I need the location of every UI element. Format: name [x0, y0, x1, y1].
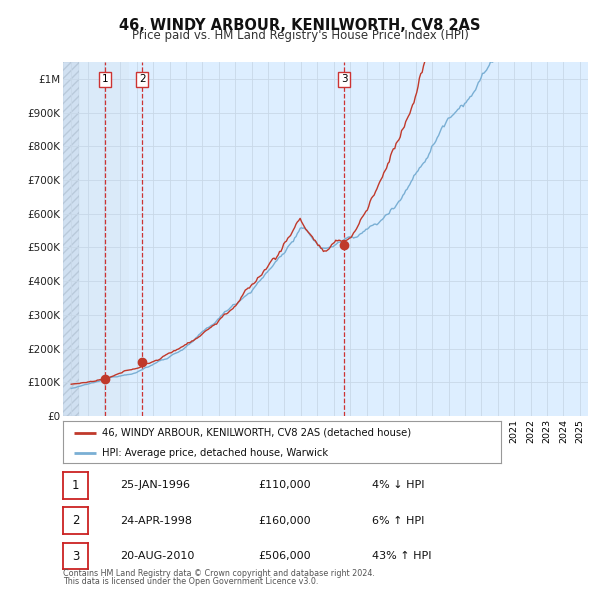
Bar — [79, 62, 128, 416]
Text: 1: 1 — [72, 478, 79, 492]
Text: HPI: Average price, detached house, Warwick: HPI: Average price, detached house, Warw… — [103, 448, 329, 457]
Text: 1: 1 — [102, 74, 109, 84]
Text: 24-APR-1998: 24-APR-1998 — [120, 516, 192, 526]
Text: 43% ↑ HPI: 43% ↑ HPI — [372, 551, 431, 561]
Text: 6% ↑ HPI: 6% ↑ HPI — [372, 516, 424, 526]
Text: 20-AUG-2010: 20-AUG-2010 — [120, 551, 194, 561]
Text: Price paid vs. HM Land Registry's House Price Index (HPI): Price paid vs. HM Land Registry's House … — [131, 30, 469, 42]
Text: 2: 2 — [72, 514, 79, 527]
Text: £160,000: £160,000 — [258, 516, 311, 526]
Text: 2: 2 — [139, 74, 145, 84]
Text: 46, WINDY ARBOUR, KENILWORTH, CV8 2AS (detached house): 46, WINDY ARBOUR, KENILWORTH, CV8 2AS (d… — [103, 428, 412, 438]
Bar — [63, 62, 79, 416]
Text: £506,000: £506,000 — [258, 551, 311, 561]
Text: This data is licensed under the Open Government Licence v3.0.: This data is licensed under the Open Gov… — [63, 577, 319, 586]
Text: 3: 3 — [341, 74, 347, 84]
Text: £110,000: £110,000 — [258, 480, 311, 490]
Text: 4% ↓ HPI: 4% ↓ HPI — [372, 480, 425, 490]
Text: Contains HM Land Registry data © Crown copyright and database right 2024.: Contains HM Land Registry data © Crown c… — [63, 569, 375, 578]
Text: 3: 3 — [72, 549, 79, 563]
Text: 25-JAN-1996: 25-JAN-1996 — [120, 480, 190, 490]
Text: 46, WINDY ARBOUR, KENILWORTH, CV8 2AS: 46, WINDY ARBOUR, KENILWORTH, CV8 2AS — [119, 18, 481, 32]
